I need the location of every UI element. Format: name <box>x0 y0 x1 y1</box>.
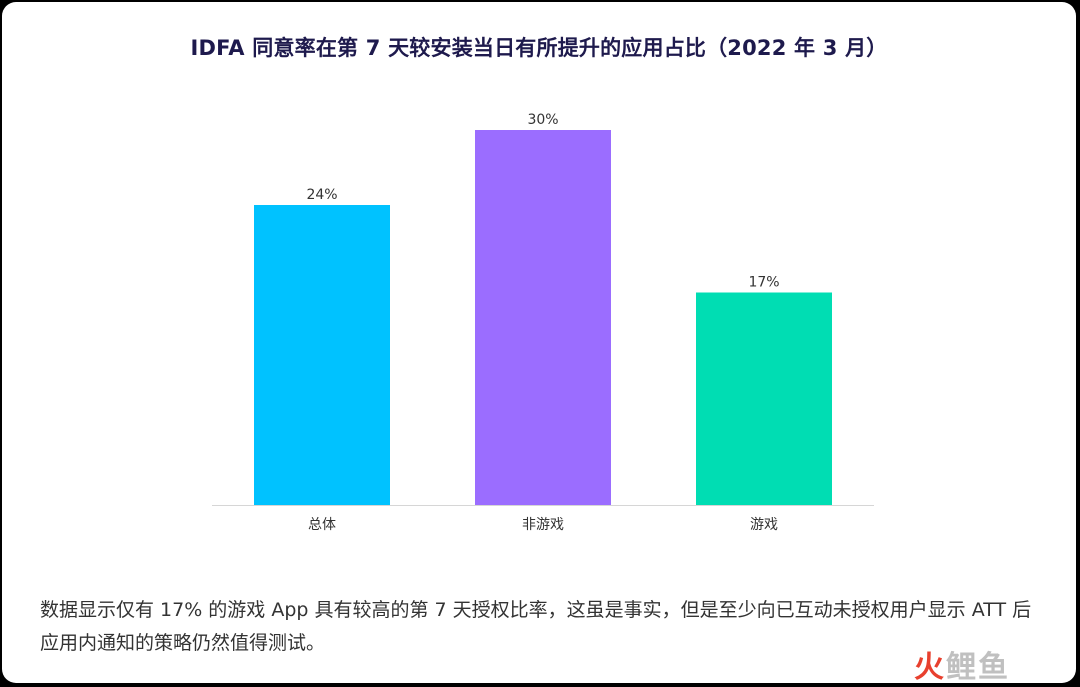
bar-chart: 24% 总体 30% 非游戏 17% 游戏 <box>212 112 874 533</box>
chart-title: IDFA 同意率在第 7 天较安装当日有所提升的应用占比（2022 年 3 月） <box>190 36 888 60</box>
watermark-logo: 火鲤鱼 <box>914 642 1010 686</box>
category-label-3: 游戏 <box>750 517 778 533</box>
category-label-2: 非游戏 <box>522 517 564 533</box>
bar-2 <box>475 130 611 505</box>
caption-text: 数据显示仅有 17% 的游戏 App 具有较高的第 7 天授权比率，这虽是事实，… <box>40 599 1032 654</box>
watermark-part1: 火 <box>914 650 946 685</box>
watermark-part2: 鲤鱼 <box>946 650 1010 685</box>
category-label-1: 总体 <box>308 517 336 533</box>
data-label-1: 24% <box>306 187 337 203</box>
bar-1 <box>254 205 390 505</box>
bar-3 <box>696 292 832 505</box>
data-label-3: 17% <box>748 275 779 291</box>
data-label-2: 30% <box>527 112 558 128</box>
